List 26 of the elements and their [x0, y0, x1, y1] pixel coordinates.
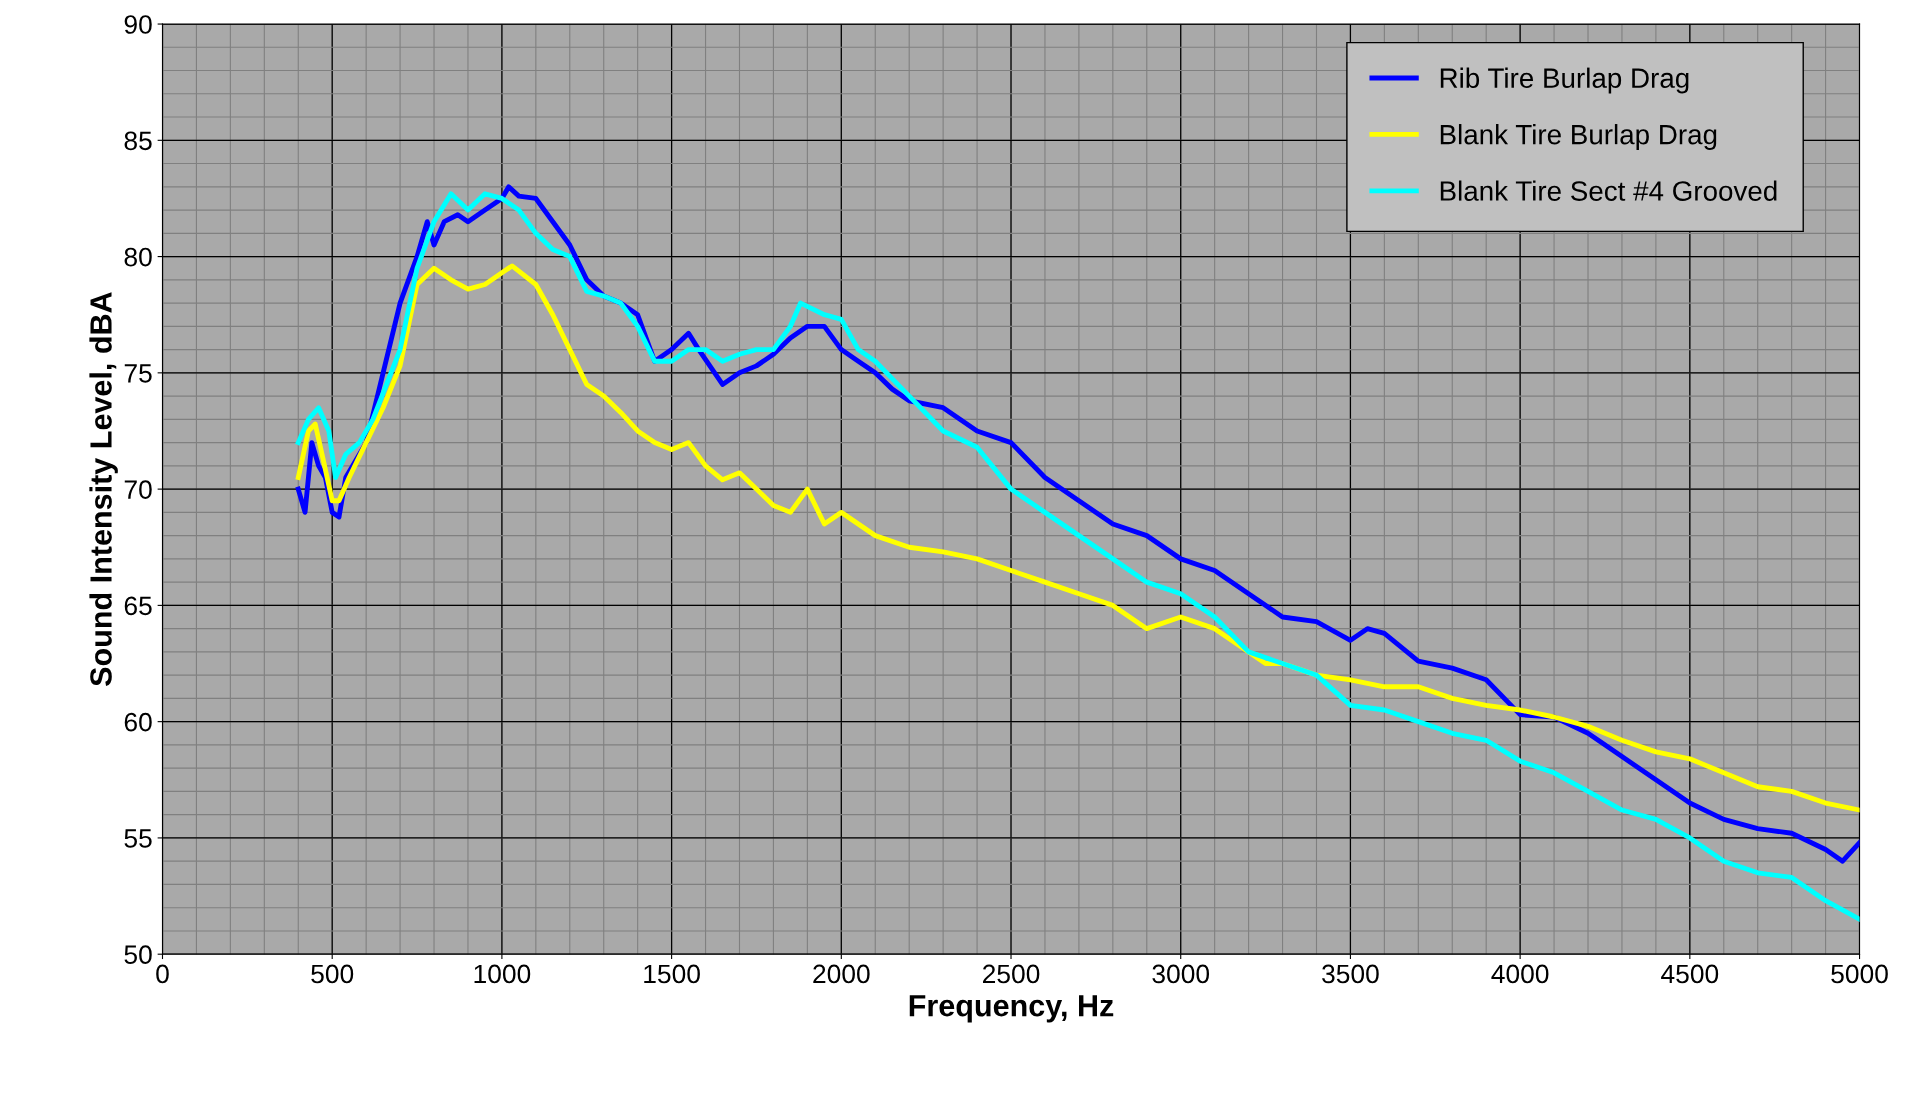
y-tick-label: 50: [124, 945, 152, 965]
y-tick-label: 75: [124, 364, 152, 383]
y-tick-label: 70: [124, 480, 152, 499]
x-tick-label: 0: [156, 964, 169, 984]
x-tick-label: 4000: [1491, 964, 1549, 984]
legend-label: Rib Tire Burlap Drag: [1440, 67, 1689, 94]
y-axis-title: Sound Intensity Level, dBA: [89, 292, 118, 687]
x-tick-label: 3000: [1152, 964, 1210, 984]
y-tick-label: 85: [124, 131, 152, 151]
line-series: [295, 263, 1860, 813]
x-tick-label: 1500: [644, 964, 700, 984]
x-tick-label: 4500: [1661, 964, 1719, 984]
x-tick-label: 2000: [813, 964, 870, 984]
x-tick-label: 2500: [983, 964, 1040, 984]
y-tick-label: 80: [124, 247, 152, 267]
x-tick-label: 500: [311, 964, 354, 984]
legend-label: Blank Tire Burlap Drag: [1440, 124, 1717, 150]
x-tick-label: 5000: [1831, 964, 1888, 984]
x-axis-title: Frequency, Hz: [909, 995, 1114, 1023]
y-tick-label: 60: [124, 712, 152, 732]
x-tick-label: 3500: [1322, 964, 1379, 984]
y-tick-label: 55: [124, 829, 152, 848]
legend-label: Blank Tire Sect #4 Grooved: [1440, 180, 1777, 201]
y-tick-label: 65: [124, 596, 152, 616]
x-tick-label: 1000: [474, 964, 531, 984]
y-tick-label: 90: [124, 15, 152, 34]
